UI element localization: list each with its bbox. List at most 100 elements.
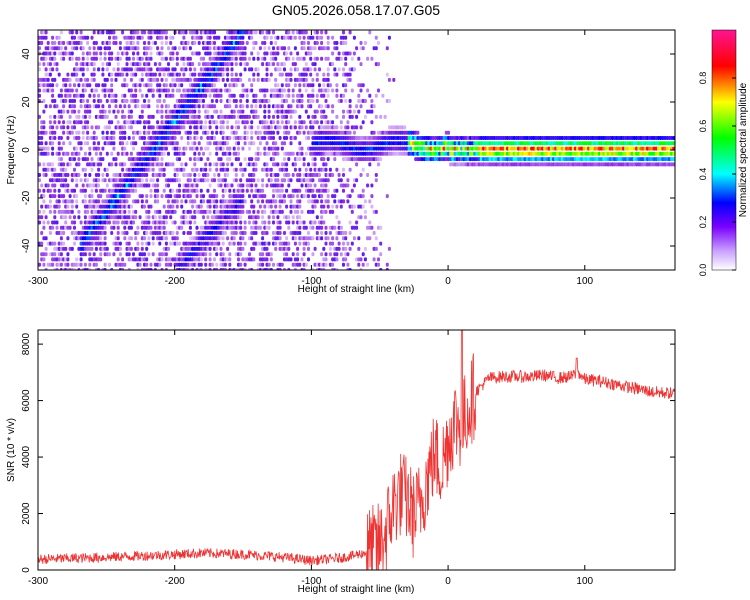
heatmap-cell (103, 56, 107, 61)
heatmap-cell (125, 83, 129, 88)
heatmap-cell (361, 204, 365, 209)
heatmap-cell (73, 215, 76, 220)
heatmap-cell (311, 225, 315, 230)
heatmap-cell (272, 120, 275, 125)
heatmap-cell (97, 167, 101, 172)
heatmap-cell (108, 220, 111, 225)
heatmap-cell (101, 72, 105, 77)
heatmap-cell (221, 162, 225, 167)
heatmap-cell (258, 130, 262, 135)
heatmap-cell (202, 99, 205, 103)
heatmap-cell (210, 130, 214, 135)
heatmap-cell (53, 130, 57, 135)
heatmap-cell (267, 241, 271, 246)
heatmap-cell (51, 125, 55, 130)
heatmap-cell (123, 209, 127, 214)
heatmap-cell (348, 130, 352, 135)
y-tick-label: 2000 (21, 502, 32, 525)
heatmap-cell (188, 173, 192, 177)
heatmap-cell (140, 199, 144, 204)
heatmap-cell (83, 114, 87, 119)
heatmap-cell (267, 46, 271, 51)
heatmap-cell (261, 30, 265, 35)
heatmap-cell (171, 204, 175, 209)
heatmap-cell (261, 215, 265, 220)
heatmap-cell (88, 173, 92, 177)
heatmap-cell (44, 30, 48, 35)
heatmap-cell (315, 215, 319, 220)
heatmap-cell (92, 93, 96, 98)
heatmap-cell (134, 88, 138, 93)
heatmap-cell (239, 241, 243, 246)
heatmap-cell (352, 204, 356, 209)
heatmap-cell (108, 62, 111, 67)
heatmap-cell (256, 77, 260, 82)
heatmap-cell (46, 41, 50, 45)
heatmap-cell (387, 77, 391, 82)
heatmap-cell (315, 99, 319, 103)
heatmap-cell (169, 194, 173, 199)
heatmap-cell (339, 178, 343, 183)
heatmap-cell (304, 225, 308, 230)
heatmap-cell (178, 178, 181, 183)
heatmap-cell (105, 114, 109, 119)
heatmap-cell (147, 241, 151, 246)
heatmap-cell (112, 136, 116, 140)
heatmap-cell (129, 67, 133, 72)
heatmap-cell (151, 167, 155, 172)
heatmap-cell (73, 167, 76, 172)
heatmap-cell (129, 109, 133, 114)
heatmap-cell (361, 46, 365, 51)
heatmap-cell (298, 157, 302, 162)
heatmap-cell (374, 46, 378, 51)
heatmap-cell (73, 241, 76, 246)
heatmap-cell (291, 151, 295, 156)
heatmap-cell (208, 51, 212, 56)
heatmap-cell (239, 215, 243, 220)
heatmap-cell (252, 56, 256, 61)
heatmap-cell (285, 236, 289, 241)
heatmap-cell (302, 41, 306, 45)
heatmap-cell (283, 194, 286, 199)
heatmap-cell (307, 257, 310, 262)
heatmap-cell (326, 88, 330, 93)
heatmap-cell (304, 77, 308, 82)
heatmap-cell (55, 125, 59, 130)
heatmap-cell (206, 130, 210, 135)
heatmap-cell (335, 114, 339, 119)
heatmap-cell (108, 125, 111, 130)
heatmap-cell (368, 199, 372, 204)
heatmap-cell (311, 236, 315, 241)
heatmap-cell (57, 204, 61, 209)
heatmap-cell (134, 141, 138, 146)
heatmap-cell (206, 215, 210, 220)
heatmap-cell (147, 99, 151, 103)
heatmap-cell (86, 120, 90, 125)
heatmap-cell (208, 246, 212, 251)
heatmap-cell (121, 30, 125, 35)
x-tick-label: 100 (576, 276, 593, 287)
heatmap-cell (118, 104, 122, 109)
heatmap-cell (125, 199, 129, 204)
heatmap-cell (40, 241, 44, 246)
heatmap-cell (344, 257, 348, 262)
heatmap-cell (280, 104, 284, 109)
heatmap-cell (302, 157, 306, 162)
heatmap-cell (88, 109, 92, 114)
heatmap-cell (105, 67, 109, 72)
heatmap-cell (672, 157, 675, 162)
y-tick-label: 6000 (21, 389, 32, 412)
heatmap-cell (112, 30, 116, 35)
heatmap-cell (44, 252, 48, 257)
heatmap-cell (129, 77, 133, 82)
heatmap-cell (55, 67, 59, 72)
heatmap-cell (153, 215, 157, 220)
heatmap-cell (315, 199, 319, 204)
heatmap-cell (324, 30, 328, 35)
heatmap-cell (265, 120, 269, 125)
heatmap-cell (186, 41, 190, 45)
heatmap-cell (230, 125, 234, 130)
heatmap-cell (116, 236, 120, 241)
heatmap-cell (213, 178, 216, 183)
heatmap-cell (239, 162, 243, 167)
